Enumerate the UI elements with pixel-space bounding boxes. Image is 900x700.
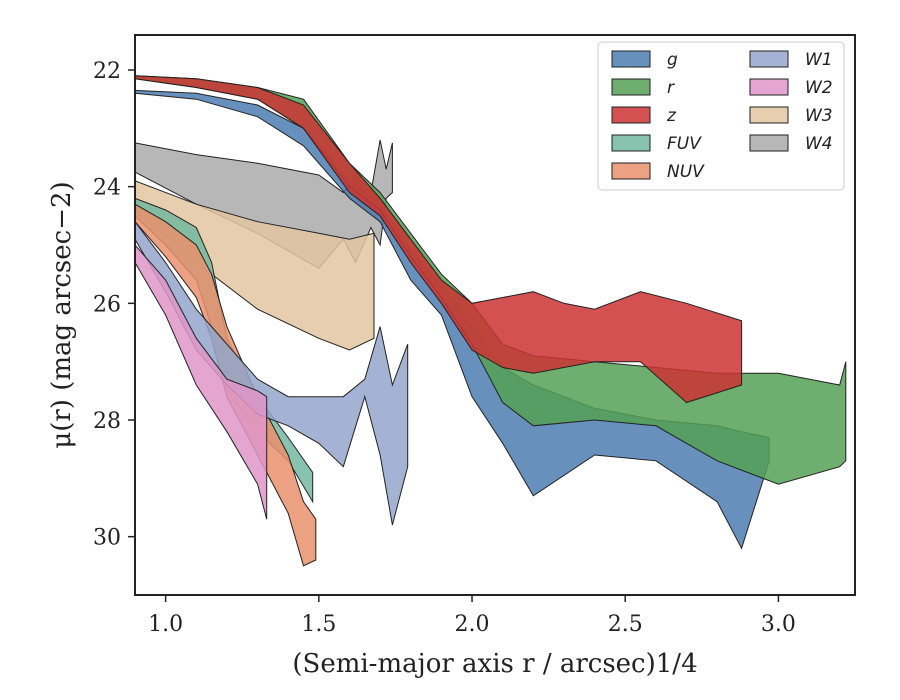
band-w2 [135,244,268,520]
legend-label-nuv: NUV [667,162,705,182]
y-tick-label: 24 [93,176,121,201]
legend-swatch-w3 [749,106,789,124]
legend-swatch-fuv [611,134,651,152]
legend: grz FUV NUV W1 W2 W3 W4 [597,41,845,191]
legend-swatch-w2 [749,78,789,96]
y-tick-label: 30 [93,526,121,551]
x-axis: 1.0 1.5 2.0 2.5 3.0 [148,595,796,637]
profile-bands [135,75,847,567]
y-tick-label: 22 [93,59,121,84]
legend-label-r: r [667,78,675,98]
legend-label-w4: W4 [805,134,833,154]
band-z [135,75,743,404]
x-tick-label: 1.0 [148,612,183,637]
y-axis: 22 24 26 28 30 [93,59,135,551]
legend-swatch-g [611,50,651,68]
x-tick-label: 2.0 [455,612,490,637]
legend-label-w2: W2 [805,78,833,98]
legend-swatch-nuv [611,162,651,180]
legend-swatch-w1 [749,50,789,68]
legend-label-w3: W3 [805,106,833,126]
x-axis-title: (Semi-major axis r / arcsec)1/4 [292,649,697,679]
legend-label-fuv: FUV [667,134,702,154]
y-tick-label: 26 [93,292,121,317]
x-tick-label: 3.0 [761,612,796,637]
legend-label-w1: W1 [805,50,833,70]
x-tick-label: 1.5 [301,612,336,637]
y-axis-title: μ(r) (mag arcsec−2) [47,181,77,448]
legend-swatch-w4 [749,134,789,152]
legend-label-z: z [666,106,677,126]
y-tick-label: 28 [93,409,121,434]
x-tick-label: 2.5 [608,612,643,637]
legend-swatch-r [611,78,651,96]
plot-frame [134,34,856,596]
legend-label-g: g [667,50,678,70]
legend-swatch-z [611,106,651,124]
